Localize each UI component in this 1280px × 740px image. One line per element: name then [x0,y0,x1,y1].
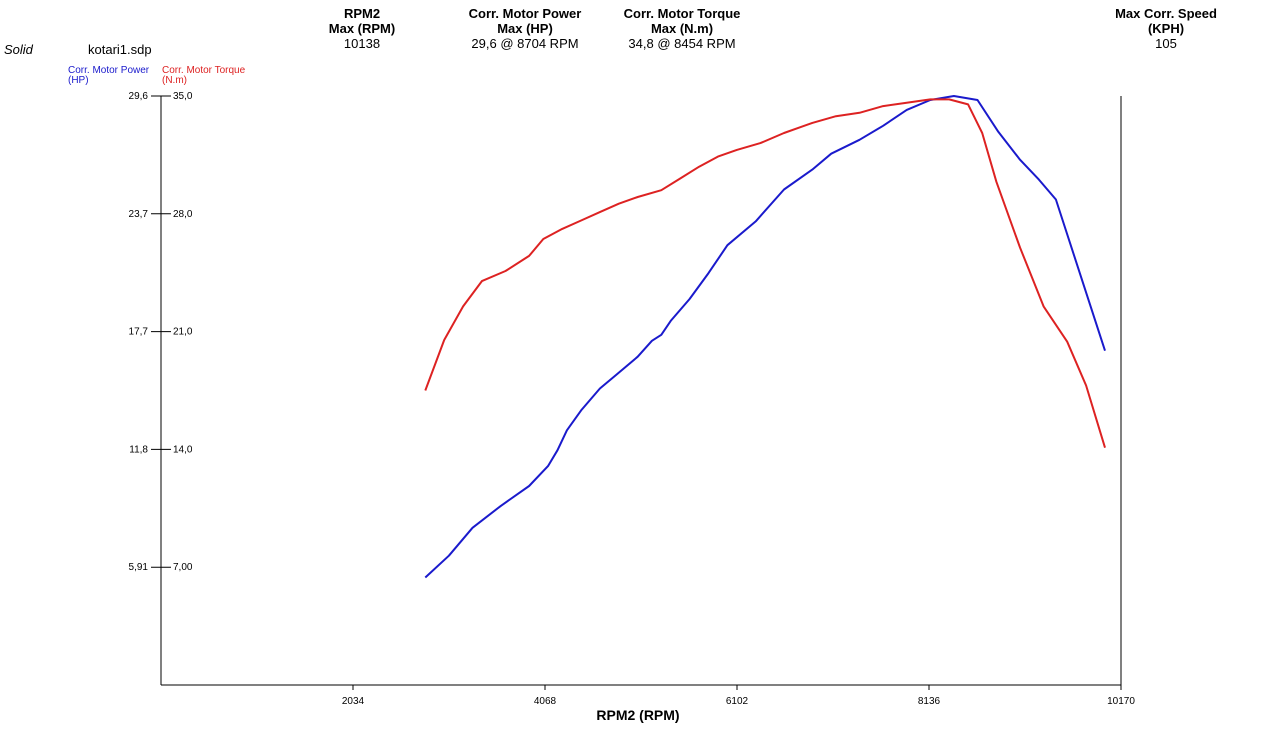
file-name: kotari1.sdp [88,42,152,57]
y-left-tick-label: 23,7 [129,209,149,220]
header-col-speed-title1: Max Corr. Speed [1115,6,1217,21]
x-tick-label: 4068 [534,696,557,707]
y-right-tick-label: 28,0 [173,209,193,220]
header-col-torque: Corr. Motor Torque Max (N.m) 34,8 @ 8454… [602,6,762,51]
chart-axes: 29,6 35,0 23,7 28,0 17,7 21,0 11,8 14,0 5,91 7,00… [129,91,1136,707]
y-left-tick-label: 5,91 [129,562,149,573]
legend-torque-line1: Corr. Motor Torque [162,65,246,76]
header-col-power-title2: Max (HP) [497,21,553,36]
header-col-rpm-title1: RPM2 [343,6,381,21]
y-right-tick-label: 21,0 [173,327,193,338]
x-tick-label: 10170 [1107,696,1135,707]
y-left-tick-label: 11,8 [129,444,148,455]
legend-power-line2: (HP) [68,75,89,86]
header-col-torque-title2: Max (N.m) [650,21,714,36]
header-col-power-value: 29,6 @ 8704 RPM [471,36,579,51]
x-tick-label: 8136 [918,696,941,707]
header-col-rpm-title2: Max (RPM) [328,21,396,36]
legend-power: Corr. Motor Power (HP) [68,66,149,86]
header-col-torque-title1: Corr. Motor Torque [623,6,741,21]
y-right-tick-label: 7,00 [173,562,193,573]
x-axis-label: RPM2 (RPM) [596,707,679,723]
torque-series-line [424,98,1106,448]
power-series-line [424,95,1106,579]
legend-torque: Corr. Motor Torque (N.m) [162,66,245,86]
x-tick-label: 6102 [726,696,749,707]
y-right-tick-label: 14,0 [173,444,193,455]
y-left-tick-label: 17,7 [129,327,149,338]
header-col-power: Corr. Motor Power Max (HP) 29,6 @ 8704 R… [445,6,605,51]
legend-power-line1: Corr. Motor Power [68,65,150,76]
header-col-rpm: RPM2 Max (RPM) 10138 [312,6,412,51]
y-left-tick-label: 29,6 [129,91,149,102]
legend-torque-line2: (N.m) [162,75,187,86]
header-col-torque-value: 34,8 @ 8454 RPM [628,36,736,51]
style-label: Solid [4,42,33,57]
header-col-power-title1: Corr. Motor Power [468,6,582,21]
header-col-speed-title2: (KPH) [1147,21,1185,36]
header-col-rpm-value: 10138 [343,36,381,51]
header-col-speed-value: 105 [1155,36,1177,51]
x-tick-label: 2034 [342,696,365,707]
header-col-speed: Max Corr. Speed (KPH) 105 [1093,6,1239,51]
series-layer [424,95,1106,579]
y-right-tick-label: 35,0 [173,91,193,102]
